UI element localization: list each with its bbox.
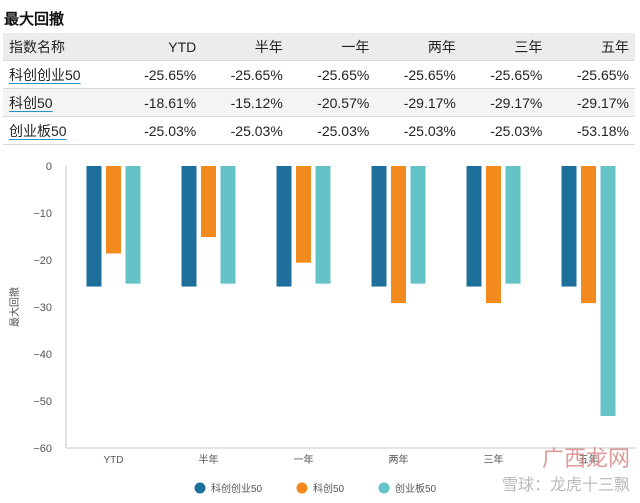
table-cell: -25.65% bbox=[202, 60, 289, 89]
y-tick-label: 0 bbox=[46, 161, 52, 173]
legend-marker bbox=[296, 482, 308, 494]
table-cell: -20.57% bbox=[288, 88, 376, 117]
legend-label: 科创创业50 bbox=[211, 482, 263, 495]
y-axis-label: 最大回撤 bbox=[8, 287, 21, 327]
bar bbox=[201, 166, 216, 238]
legend-label: 科创50 bbox=[313, 482, 345, 495]
table-cell: -25.03% bbox=[202, 116, 289, 145]
legend-marker bbox=[378, 482, 390, 494]
legend-marker bbox=[194, 482, 206, 494]
bar bbox=[296, 166, 311, 263]
table-cell: -25.65% bbox=[548, 60, 635, 89]
bar bbox=[181, 166, 197, 287]
column-header: 两年 bbox=[375, 33, 462, 61]
bar bbox=[276, 166, 292, 287]
y-tick-label: −10 bbox=[33, 208, 52, 220]
x-tick-label: 五年 bbox=[579, 453, 599, 466]
bar bbox=[486, 166, 501, 304]
table-row: 科创创业50 -25.65% -25.65% -25.65% -25.65% -… bbox=[3, 60, 635, 89]
bar bbox=[505, 166, 521, 284]
y-tick-label: −40 bbox=[33, 349, 52, 361]
table-cell: -53.18% bbox=[548, 116, 635, 145]
x-tick-label: 半年 bbox=[199, 453, 219, 466]
y-tick-label: −30 bbox=[33, 302, 52, 314]
table-cell: -25.65% bbox=[461, 60, 549, 89]
table-row: 创业板50 -25.03% -25.03% -25.03% -25.03% -2… bbox=[3, 116, 635, 145]
table-cell: -18.61% bbox=[115, 88, 203, 117]
y-tick-label: −20 bbox=[33, 255, 52, 267]
table-cell: -29.17% bbox=[548, 88, 635, 117]
table-cell: -29.17% bbox=[461, 88, 549, 117]
drawdown-table: 指数名称 YTD 半年 一年 两年 三年 五年 科创创业50 -25.65% -… bbox=[3, 33, 635, 145]
bar bbox=[410, 166, 426, 284]
index-link[interactable]: 科创50 bbox=[9, 94, 53, 111]
bar bbox=[466, 166, 482, 287]
column-header: 指数名称 bbox=[3, 33, 116, 61]
column-header: 五年 bbox=[548, 33, 635, 61]
y-tick-label: −50 bbox=[33, 396, 52, 408]
bar bbox=[220, 166, 236, 284]
table-row: 科创50 -18.61% -15.12% -20.57% -29.17% -29… bbox=[3, 88, 635, 117]
table-header-row: 指数名称 YTD 半年 一年 两年 三年 五年 bbox=[3, 33, 635, 61]
index-link[interactable]: 科创创业50 bbox=[9, 66, 81, 83]
table-cell: -25.65% bbox=[115, 60, 203, 89]
watermark-text: 雪球：龙虎十三飘 bbox=[501, 475, 630, 494]
index-name-cell: 科创50 bbox=[3, 88, 116, 117]
bar bbox=[581, 166, 596, 304]
watermark-logo: 广西龙网 bbox=[541, 447, 630, 472]
legend-label: 创业板50 bbox=[395, 482, 437, 495]
table-cell: -29.17% bbox=[375, 88, 462, 117]
table-cell: -25.65% bbox=[375, 60, 462, 89]
page-title: 最大回撤 bbox=[4, 11, 65, 28]
drawdown-bar-chart: 0 −10 −20 −30 −40 −50 −60 最大回撤 YTD 半年 一年 两年 三年 五年科创创业… bbox=[8, 161, 636, 495]
bar bbox=[561, 166, 577, 287]
bar bbox=[125, 166, 141, 284]
table-cell: -25.03% bbox=[288, 116, 376, 145]
bar bbox=[86, 166, 102, 287]
bar bbox=[371, 166, 387, 287]
index-name-cell: 创业板50 bbox=[3, 116, 116, 145]
bar bbox=[391, 166, 406, 304]
table-cell: -25.03% bbox=[375, 116, 462, 145]
column-header: 一年 bbox=[288, 33, 376, 61]
bar bbox=[315, 166, 331, 284]
column-header: 三年 bbox=[461, 33, 549, 61]
index-link[interactable]: 创业板50 bbox=[9, 122, 67, 139]
x-tick-label: 一年 bbox=[294, 453, 314, 466]
table-cell: -25.03% bbox=[461, 116, 549, 145]
column-header: 半年 bbox=[202, 33, 289, 61]
y-tick-label: −60 bbox=[33, 443, 52, 455]
table-cell: -15.12% bbox=[202, 88, 289, 117]
table-cell: -25.03% bbox=[115, 116, 203, 145]
column-header: YTD bbox=[115, 33, 203, 61]
x-tick-label: 两年 bbox=[389, 453, 409, 466]
x-tick-label: 三年 bbox=[484, 453, 504, 466]
bar bbox=[106, 166, 121, 254]
bar bbox=[600, 166, 616, 416]
x-tick-label: YTD bbox=[104, 455, 124, 466]
index-name-cell: 科创创业50 bbox=[3, 60, 116, 89]
table-cell: -25.65% bbox=[288, 60, 376, 89]
